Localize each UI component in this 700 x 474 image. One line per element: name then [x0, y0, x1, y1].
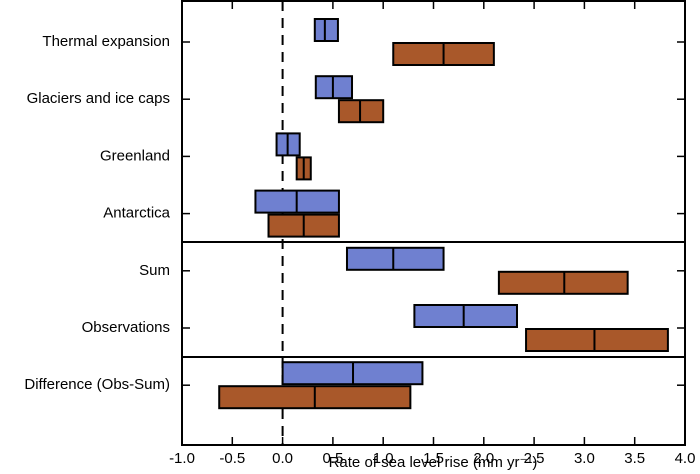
range-box [337, 99, 385, 124]
x-tick-label: -1.0 [169, 450, 195, 467]
range-box [413, 304, 518, 328]
x-tick-label: 2.5 [524, 450, 545, 467]
x-tick-label: 0.5 [322, 450, 343, 467]
range-box [525, 328, 669, 352]
y-tick-label: Observations [82, 319, 170, 336]
x-tick-label: 3.0 [574, 450, 595, 467]
x-tick-label: 0.0 [272, 450, 293, 467]
range-box [497, 270, 629, 295]
x-axis-label: Rate of sea level rise (mm yr⁻¹) [329, 454, 538, 471]
y-tick-label: Difference (Obs-Sum) [24, 376, 170, 393]
y-tick-label: Sum [139, 262, 170, 279]
y-tick-label: Antarctica [103, 205, 170, 222]
y-tick-label: Thermal expansion [42, 33, 170, 50]
range-box [313, 18, 339, 42]
range-box [345, 246, 445, 271]
y-tick-label: Greenland [100, 147, 170, 164]
x-tick-label: 1.0 [373, 450, 394, 467]
plot-frame [181, 0, 686, 446]
x-tick-label: 3.5 [624, 450, 645, 467]
x-tick-label: 2.0 [473, 450, 494, 467]
x-tick-label: 1.5 [423, 450, 444, 467]
x-tick-label: -0.5 [219, 450, 245, 467]
x-tick-label: 4.0 [675, 450, 696, 467]
y-tick-label: Glaciers and ice caps [27, 90, 170, 107]
range-box [314, 75, 354, 100]
